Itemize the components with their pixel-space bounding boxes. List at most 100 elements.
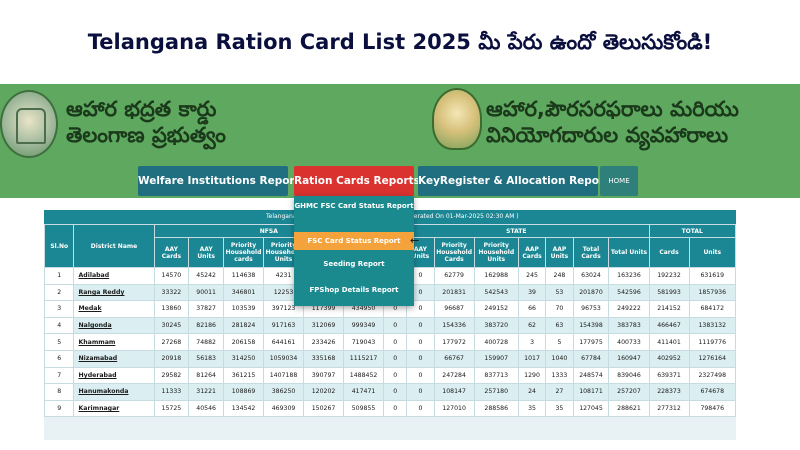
menu-item-ghmc-fsc-report[interactable]: GHMC FSC Card Status Report (294, 202, 414, 210)
cell-value: 542596 (608, 283, 650, 302)
table-row: 4 Nalgonda 30245 82186 281824 917163 312069 999… (44, 316, 736, 335)
cell-value: 63 (545, 316, 574, 335)
dept-title-right-line1: ఆహార,పౌరసరఫరాలు మరియు (486, 97, 739, 121)
cell-district-link[interactable]: Hyderabad (73, 366, 155, 385)
cell-value: 114638 (223, 267, 265, 285)
ration-cards-dropdown-menu: GHMC FSC Card Status Report FSC Card Sta… (294, 196, 414, 306)
menu-item-fpshop-details-report[interactable]: FPShop Details Report (309, 286, 399, 294)
cell-district-link[interactable]: Khammam (73, 333, 155, 351)
cell-value: 81264 (188, 366, 225, 385)
cell-value: 206158 (223, 333, 265, 351)
cell-value: 411401 (648, 333, 690, 351)
dept-title-left-line2: తెలంగాణ ప్రభుత్వం (66, 123, 226, 147)
nav-welfare-reports[interactable]: Welfare Institutions Reports (138, 166, 306, 196)
cell-value: 0 (406, 383, 435, 401)
cell-value: 27 (545, 383, 574, 401)
menu-item-seeding-report[interactable]: Seeding Report (323, 260, 385, 268)
header-sl: Sl.No (44, 224, 75, 268)
header-district: District Name (73, 224, 155, 268)
cell-value: 228373 (648, 383, 690, 401)
caption-left-text: Telangana St (266, 213, 305, 220)
cell-sl: 7 (44, 366, 75, 385)
cell-sl: 6 (44, 349, 75, 368)
cell-district-link[interactable]: Adilabad (73, 267, 155, 285)
cell-value: 67784 (572, 349, 610, 368)
cell-value: 249152 (473, 300, 519, 318)
cell-value: 154398 (572, 316, 610, 335)
cell-value: 0 (406, 316, 435, 335)
cell-value: 177972 (433, 333, 475, 351)
menu-item-fsc-card-status-report[interactable]: FSC Card Status Report (294, 232, 414, 250)
cell-value: 390797 (303, 366, 345, 385)
cell-value: 127010 (433, 399, 475, 418)
cell-value: 466467 (648, 316, 690, 335)
cell-value: 40546 (188, 399, 225, 418)
sub-header-cell: Priority Household Cards (433, 237, 475, 268)
report-table-panel: Telangana St nerated On 01-Mar-2025 02:3… (44, 210, 736, 440)
cell-value: 1040 (545, 349, 574, 368)
cell-value: 70 (545, 300, 574, 318)
cell-value: 82186 (188, 316, 225, 335)
sub-header-cell: Total Units (608, 237, 650, 268)
cell-value: 248574 (572, 366, 610, 385)
cell-value: 0 (406, 399, 435, 418)
cell-district-link[interactable]: Karimnagar (73, 399, 155, 418)
cell-value: 201831 (433, 283, 475, 302)
cell-value: 383720 (473, 316, 519, 335)
cell-value: 56183 (188, 349, 225, 368)
nav-home[interactable]: HOME (600, 166, 638, 196)
cell-district-link[interactable]: Ranga Reddy (73, 283, 155, 302)
cell-value: 1290 (517, 366, 547, 385)
cell-value: 13860 (153, 300, 190, 318)
cell-value: 346801 (223, 283, 265, 302)
cell-value: 839046 (608, 366, 650, 385)
cell-value: 314250 (223, 349, 265, 368)
cell-value: 509855 (343, 399, 385, 418)
cell-value: 233426 (303, 333, 345, 351)
cell-value: 719043 (343, 333, 385, 351)
cell-value: 66 (517, 300, 547, 318)
cell-district-link[interactable]: Nalgonda (73, 316, 155, 335)
cell-sl: 2 (44, 283, 75, 302)
cell-value: 383783 (608, 316, 650, 335)
table-row: 7 Hyderabad 29582 81264 361215 1407188 390797 1… (44, 366, 736, 385)
nav-keyregister-reports[interactable]: KeyRegister & Allocation Reports (418, 166, 615, 196)
cell-value: 837713 (473, 366, 519, 385)
cell-value: 39 (517, 283, 547, 302)
table-row: 5 Khammam 27268 74882 206158 644161 233426 7190… (44, 333, 736, 351)
cell-value: 1333 (545, 366, 574, 385)
table-row: 3 Medak 13860 37827 103539 397123 117399 434950… (44, 300, 736, 318)
nav-ration-cards-reports[interactable]: Ration Cards Reports (294, 166, 420, 196)
table-row: 6 Nizamabad 20918 56183 314250 1059034 335168 1… (44, 349, 736, 368)
cell-value: 469309 (263, 399, 305, 418)
cell-value: 361215 (223, 366, 265, 385)
cell-value: 150267 (303, 399, 345, 418)
cell-value: 3 (517, 333, 547, 351)
cell-value: 29582 (153, 366, 190, 385)
cell-district-link[interactable]: Nizamabad (73, 349, 155, 368)
cell-value: 20918 (153, 349, 190, 368)
caption-right-text: nerated On 01-Mar-2025 02:30 AM ) (410, 213, 519, 220)
cell-value: 288586 (473, 399, 519, 418)
cell-value: 1407188 (263, 366, 305, 385)
cell-value: 0 (383, 366, 408, 385)
cell-value: 62779 (433, 267, 475, 285)
cell-value: 245 (517, 267, 547, 285)
cell-sl: 9 (44, 399, 75, 418)
cell-value: 15725 (153, 399, 190, 418)
dept-title-left-line1: ఆహార భద్రత కార్డు (66, 97, 217, 121)
cell-value: 0 (383, 383, 408, 401)
table-row: 8 Hanumakonda 11333 31221 108869 386250 120202… (44, 383, 736, 401)
cell-value: 159907 (473, 349, 519, 368)
cell-district-link[interactable]: Medak (73, 300, 155, 318)
cell-district-link[interactable]: Hanumakonda (73, 383, 155, 401)
cell-value: 0 (406, 333, 435, 351)
cell-value: 127045 (572, 399, 610, 418)
cell-sl: 8 (44, 383, 75, 401)
cell-value: 631619 (688, 267, 736, 285)
cell-value: 1115217 (343, 349, 385, 368)
telangana-emblem-icon (0, 90, 58, 158)
cell-value: 35 (517, 399, 547, 418)
cell-value: 0 (406, 349, 435, 368)
cell-value: 1276164 (688, 349, 736, 368)
